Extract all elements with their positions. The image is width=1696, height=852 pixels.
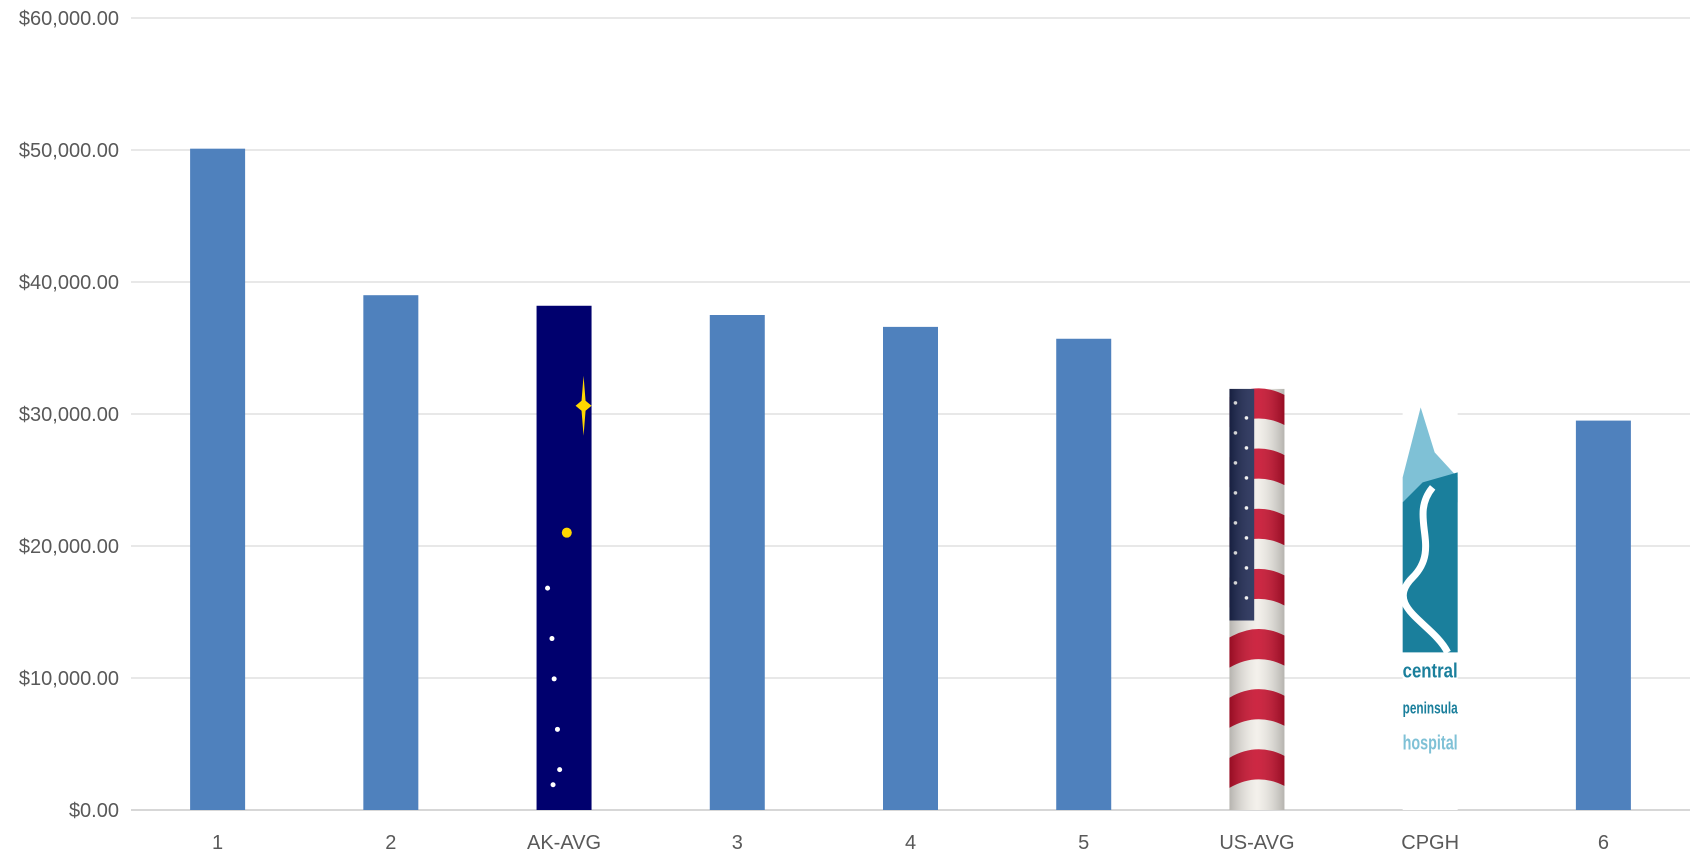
y-tick-label: $50,000.00 <box>19 140 119 162</box>
north-star <box>575 375 592 436</box>
x-tick-label: 4 <box>905 832 916 852</box>
alaska-flag-image <box>536 305 592 810</box>
logo-text-line: peninsula <box>1403 698 1458 717</box>
bar-3 <box>709 315 765 810</box>
x-tick-label: 2 <box>385 832 396 852</box>
bar-rect <box>1575 420 1631 810</box>
bar-rect <box>883 326 938 810</box>
bar-1 <box>190 148 246 810</box>
bar-5 <box>1056 338 1112 810</box>
bar-2 <box>363 295 419 810</box>
bar-6 <box>1575 420 1631 810</box>
bar-rect <box>1056 338 1112 810</box>
logo-hill <box>1402 472 1458 653</box>
flag-star <box>550 782 556 788</box>
bar-us-avg <box>1229 388 1285 810</box>
y-tick-label: $20,000.00 <box>19 536 119 558</box>
flag-star <box>545 585 551 591</box>
y-tick-label: $0.00 <box>69 800 119 822</box>
x-tick-label: US-AVG <box>1219 832 1294 852</box>
flag-star <box>554 726 560 732</box>
x-tick-label: 5 <box>1078 832 1089 852</box>
bar-ak-avg <box>536 305 592 810</box>
flag-shading <box>1229 388 1285 810</box>
x-axis-category-labels: 1 2 AK-AVG 3 4 5 US-AVG CPGH 6 <box>212 832 1609 852</box>
bar-rect <box>709 315 765 810</box>
flag-star <box>549 636 555 642</box>
y-tick-label: $30,000.00 <box>19 404 119 426</box>
bar-cpgh: central peninsula hospital <box>1399 407 1458 810</box>
y-tick-label: $40,000.00 <box>19 272 119 294</box>
x-tick-label: 6 <box>1598 832 1609 852</box>
y-axis-tick-labels: $0.00 $10,000.00 $20,000.00 $30,000.00 $40,0… <box>19 8 119 822</box>
y-tick-label: $60,000.00 <box>19 8 119 30</box>
x-tick-label: CPGH <box>1401 832 1459 852</box>
y-tick-label: $10,000.00 <box>19 668 119 690</box>
x-tick-label: 1 <box>212 832 223 852</box>
flag-star <box>551 676 557 682</box>
flag-star <box>561 527 572 538</box>
bars: central peninsula hospital <box>190 148 1631 810</box>
logo-river <box>1399 485 1451 655</box>
logo-text-line: hospital <box>1403 732 1458 754</box>
x-tick-label: 3 <box>732 832 743 852</box>
bar-rect <box>190 148 246 810</box>
logo-text-line: central <box>1403 660 1458 682</box>
bar-4 <box>883 326 938 810</box>
flag-star <box>557 767 563 773</box>
bar-rect <box>363 295 419 810</box>
x-tick-label: AK-AVG <box>527 832 601 852</box>
